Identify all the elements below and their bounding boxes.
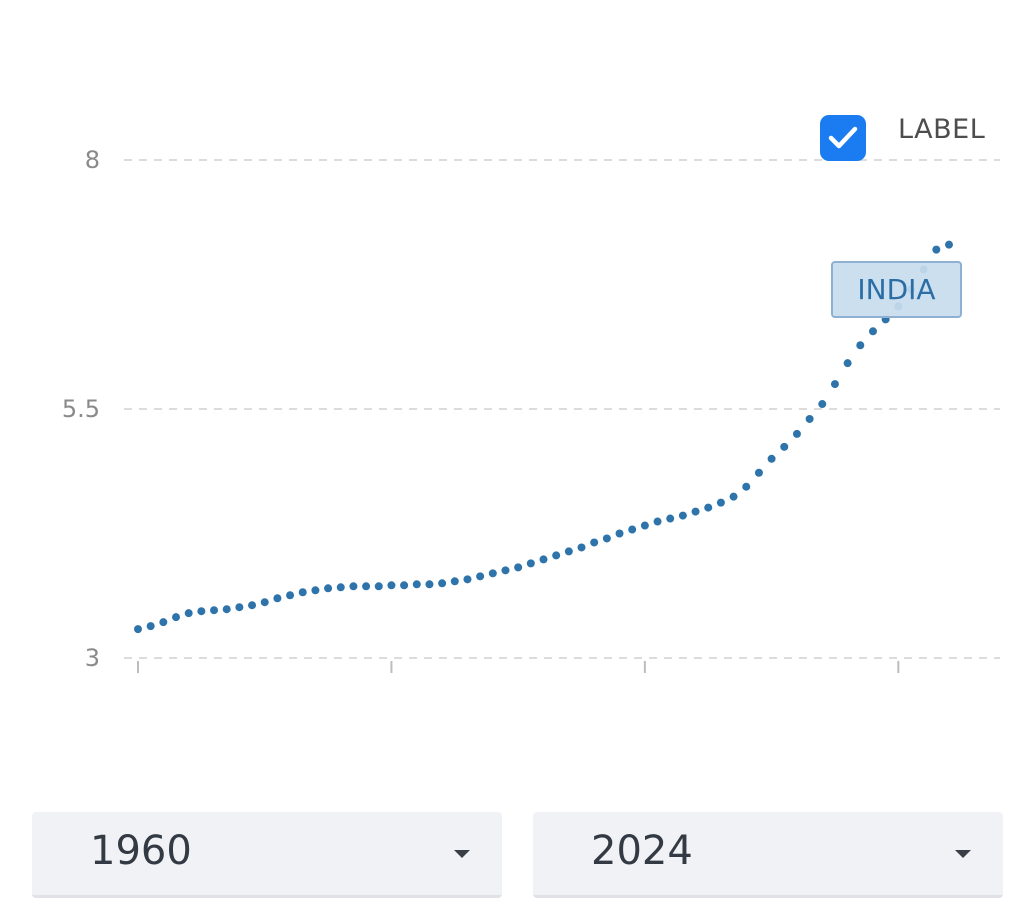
data-point[interactable] (197, 607, 206, 616)
data-point[interactable] (590, 538, 599, 547)
data-point[interactable] (602, 534, 611, 543)
data-point[interactable] (222, 605, 231, 614)
data-point[interactable] (514, 563, 523, 572)
data-point[interactable] (374, 582, 383, 591)
series-label-india: INDIA (831, 261, 962, 318)
y-tick-label: 8 (85, 146, 100, 174)
data-point[interactable] (172, 613, 181, 622)
data-point[interactable] (349, 582, 358, 591)
y-axis: 35.58 (62, 146, 100, 672)
data-point[interactable] (830, 380, 839, 389)
data-point[interactable] (742, 482, 751, 491)
data-point[interactable] (412, 580, 421, 589)
start-year-value: 1960 (90, 828, 192, 874)
data-point[interactable] (843, 359, 852, 368)
data-point[interactable] (932, 245, 941, 254)
x-axis (137, 661, 900, 673)
data-point[interactable] (678, 511, 687, 520)
data-point[interactable] (805, 414, 814, 423)
data-point[interactable] (716, 498, 725, 507)
data-point[interactable] (134, 625, 142, 634)
data-point[interactable] (260, 598, 269, 607)
data-point[interactable] (324, 584, 333, 593)
legend-checkbox[interactable] (820, 115, 866, 161)
data-point[interactable] (463, 575, 472, 584)
data-point[interactable] (146, 622, 155, 631)
start-year-select[interactable]: 1960 (32, 812, 502, 898)
y-tick-label: 3 (85, 644, 100, 672)
data-point[interactable] (780, 442, 789, 451)
data-point[interactable] (235, 603, 244, 612)
data-point[interactable] (210, 606, 219, 615)
chevron-down-icon (454, 850, 470, 858)
legend-label: LABEL (898, 113, 986, 145)
data-point[interactable] (729, 492, 738, 501)
data-point[interactable] (248, 601, 257, 610)
data-point[interactable] (691, 507, 700, 516)
data-point[interactable] (945, 240, 953, 249)
data-point[interactable] (387, 581, 396, 590)
data-point[interactable] (666, 514, 675, 523)
data-point[interactable] (476, 572, 485, 581)
data-point[interactable] (336, 583, 345, 592)
data-point[interactable] (615, 529, 624, 538)
data-point[interactable] (425, 580, 434, 589)
data-point[interactable] (298, 588, 307, 597)
data-point[interactable] (792, 429, 801, 438)
data-point[interactable] (754, 468, 763, 477)
data-point[interactable] (286, 591, 295, 600)
y-grid-lines (124, 159, 1000, 659)
legend-toggle[interactable]: LABEL (820, 114, 985, 162)
data-point[interactable] (577, 543, 586, 552)
end-year-select[interactable]: 2024 (533, 812, 1003, 898)
data-point[interactable] (311, 586, 320, 595)
data-point[interactable] (868, 327, 877, 336)
data-point[interactable] (552, 551, 561, 560)
data-point[interactable] (704, 503, 713, 512)
data-point[interactable] (856, 341, 865, 350)
data-point[interactable] (184, 609, 193, 618)
end-year-value: 2024 (591, 828, 693, 874)
data-point[interactable] (400, 581, 409, 590)
data-point[interactable] (438, 579, 447, 588)
data-point[interactable] (564, 547, 573, 556)
data-point[interactable] (273, 594, 282, 603)
data-point[interactable] (628, 525, 637, 534)
data-point[interactable] (767, 454, 776, 463)
checkmark-icon (828, 126, 858, 149)
chevron-down-icon (955, 850, 971, 858)
data-point[interactable] (159, 618, 168, 627)
data-point[interactable] (539, 555, 548, 564)
data-point[interactable] (501, 566, 510, 575)
y-tick-label: 5.5 (62, 395, 100, 423)
data-point[interactable] (362, 582, 371, 591)
data-point[interactable] (653, 517, 662, 526)
line-chart: 35.58 (62, 146, 1000, 673)
data-point[interactable] (450, 577, 459, 586)
series-india[interactable] (134, 240, 953, 634)
data-point[interactable] (526, 559, 535, 568)
data-point[interactable] (640, 521, 649, 530)
data-point[interactable] (488, 569, 497, 578)
data-point[interactable] (818, 400, 827, 409)
